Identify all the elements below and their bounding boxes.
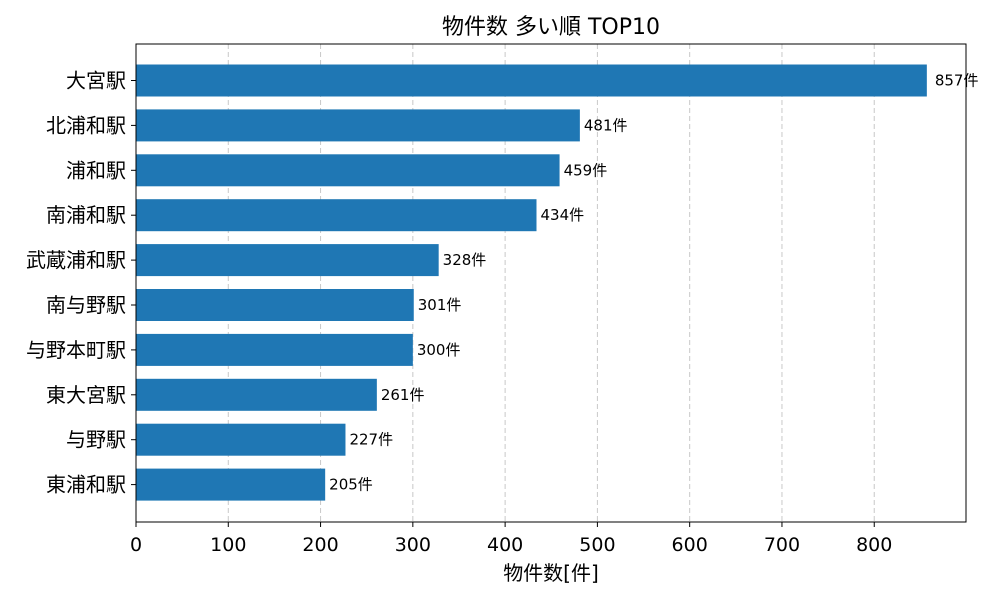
x-tick-label: 300 xyxy=(395,534,431,556)
category-label: 大宮駅 xyxy=(66,69,126,93)
plot-frame xyxy=(135,43,967,523)
x-tick-label: 500 xyxy=(579,534,615,556)
x-tick-label: 400 xyxy=(487,534,523,556)
category-label: 与野本町駅 xyxy=(26,338,126,362)
bar xyxy=(136,244,439,277)
bar xyxy=(136,378,377,411)
data-label: 857件 xyxy=(935,72,979,90)
bar xyxy=(136,423,346,456)
category-label: 与野駅 xyxy=(66,428,126,452)
category-label: 東浦和駅 xyxy=(46,473,126,497)
data-label: 459件 xyxy=(564,161,608,179)
bar xyxy=(136,154,560,187)
x-tick-label: 200 xyxy=(302,534,338,556)
bars xyxy=(136,64,927,501)
bar xyxy=(136,289,414,321)
x-tick-label: 600 xyxy=(672,534,708,556)
x-axis-label: 物件数[件] xyxy=(503,561,599,585)
x-tick-label: 700 xyxy=(764,534,800,556)
data-label: 205件 xyxy=(329,476,373,494)
data-label: 301件 xyxy=(418,296,462,314)
category-label: 浦和駅 xyxy=(66,158,126,182)
category-label: 南浦和駅 xyxy=(46,203,126,227)
data-label: 481件 xyxy=(584,116,628,134)
data-label: 227件 xyxy=(349,431,393,449)
bar xyxy=(136,109,580,142)
x-tick-label: 800 xyxy=(856,534,892,556)
x-tick-label: 0 xyxy=(130,534,142,556)
data-labels: 857件 481件 459件 434件 328件 301件 300件 261件 227件 205件 xyxy=(329,72,978,494)
data-label: 300件 xyxy=(417,341,461,359)
bar xyxy=(136,468,326,501)
category-label: 東大宮駅 xyxy=(46,383,126,407)
x-tick-label: 100 xyxy=(210,534,246,556)
data-label: 328件 xyxy=(443,251,487,269)
bar xyxy=(136,333,413,366)
category-label: 武蔵浦和駅 xyxy=(26,248,126,272)
data-label: 434件 xyxy=(540,206,584,224)
category-label: 北浦和駅 xyxy=(46,113,126,137)
category-label: 南与野駅 xyxy=(46,293,126,317)
data-label: 261件 xyxy=(381,386,425,404)
bar xyxy=(136,64,927,97)
x-axis-ticks: 0 100 200 300 400 500 600 700 800 xyxy=(130,522,892,556)
chart-title: 物件数 多い順 TOP10 xyxy=(442,15,660,40)
bar xyxy=(136,199,537,232)
